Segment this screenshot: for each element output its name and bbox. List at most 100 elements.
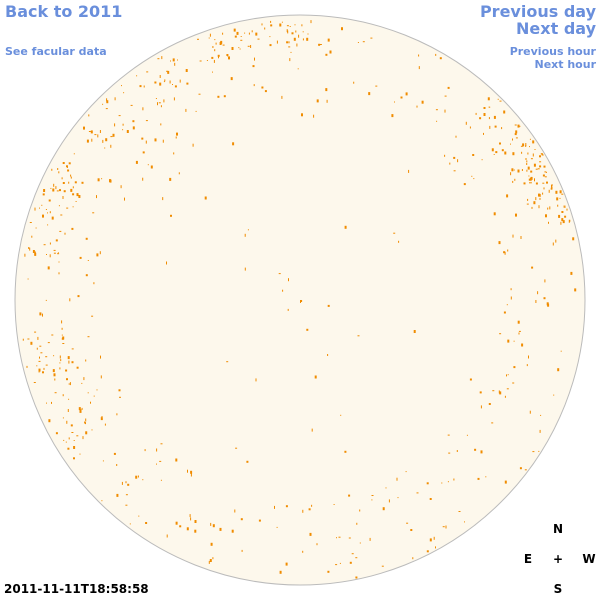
facula <box>67 409 69 412</box>
facula <box>340 414 342 416</box>
facula <box>212 524 215 528</box>
facula <box>540 414 542 416</box>
facula <box>561 211 564 213</box>
facula <box>177 59 178 61</box>
facula <box>464 521 465 523</box>
facula <box>495 151 498 154</box>
facula <box>79 409 82 413</box>
facula <box>236 31 239 35</box>
facula <box>84 421 86 424</box>
facula <box>60 359 62 362</box>
facula <box>544 279 546 283</box>
facula <box>170 60 171 62</box>
facula <box>110 136 113 138</box>
facula <box>70 188 73 192</box>
facula <box>106 98 108 102</box>
facula <box>105 138 108 142</box>
facula <box>39 207 40 209</box>
facula <box>276 40 278 44</box>
facula <box>68 162 71 165</box>
facula <box>526 364 528 367</box>
facula <box>532 140 535 144</box>
facula <box>59 355 61 359</box>
facula <box>142 177 144 181</box>
facula <box>295 30 297 33</box>
facula <box>479 117 482 120</box>
facula <box>116 413 118 416</box>
facula <box>87 392 89 394</box>
facula <box>297 68 299 70</box>
facula <box>73 153 75 155</box>
facula <box>96 253 99 257</box>
facula <box>474 448 477 451</box>
facula <box>62 417 64 419</box>
previous-hour-link[interactable]: Previous hour <box>509 45 596 58</box>
previous-day-link[interactable]: Previous day <box>479 2 596 21</box>
facula <box>58 261 60 263</box>
facula <box>528 355 529 359</box>
facula <box>429 498 432 500</box>
facula <box>483 132 484 135</box>
facula <box>169 80 171 84</box>
facula <box>514 178 516 181</box>
facula <box>160 479 162 481</box>
facula <box>333 504 335 505</box>
next-hour-link[interactable]: Next hour <box>534 58 597 71</box>
facula <box>144 449 146 452</box>
facula <box>517 124 520 128</box>
facula <box>94 134 97 136</box>
facula <box>529 182 530 184</box>
facula <box>247 45 250 47</box>
facula <box>426 550 429 553</box>
facula <box>520 236 522 239</box>
facula <box>97 178 100 182</box>
facula <box>34 331 37 333</box>
facula <box>291 32 294 35</box>
facula <box>542 192 544 195</box>
facula <box>212 557 214 560</box>
facula <box>59 189 61 192</box>
facula <box>240 36 242 37</box>
facula <box>244 32 246 34</box>
facula <box>175 521 178 525</box>
facula <box>558 214 561 218</box>
facula <box>447 434 450 436</box>
facula <box>172 58 175 62</box>
facula <box>78 195 81 198</box>
facula <box>329 50 332 54</box>
facula <box>560 221 562 225</box>
facula <box>282 289 284 292</box>
facula <box>186 527 189 531</box>
facula <box>286 41 289 44</box>
facula <box>159 82 162 86</box>
facula <box>226 361 229 363</box>
facula <box>223 95 226 98</box>
back-link[interactable]: Back to 2011 <box>5 2 123 21</box>
facula <box>166 70 169 72</box>
facula <box>258 519 261 522</box>
facula <box>112 133 115 137</box>
facular-link[interactable]: See facular data <box>5 45 107 58</box>
next-day-link[interactable]: Next day <box>516 19 596 38</box>
facula <box>288 278 289 282</box>
facula <box>469 378 472 381</box>
facula <box>533 163 536 167</box>
facula <box>67 166 68 168</box>
facula <box>80 409 82 412</box>
facula <box>512 234 514 238</box>
facula <box>532 451 535 453</box>
facula <box>62 343 65 344</box>
facula <box>542 182 545 184</box>
facula <box>489 106 491 108</box>
facula <box>426 482 429 485</box>
facula <box>483 113 486 116</box>
facula <box>120 185 122 189</box>
facula <box>122 123 124 126</box>
facula <box>32 250 35 253</box>
facula <box>517 169 520 173</box>
facula <box>564 215 567 218</box>
facula <box>38 368 41 372</box>
facula <box>126 130 129 133</box>
facula <box>208 560 210 564</box>
facula <box>214 49 216 52</box>
